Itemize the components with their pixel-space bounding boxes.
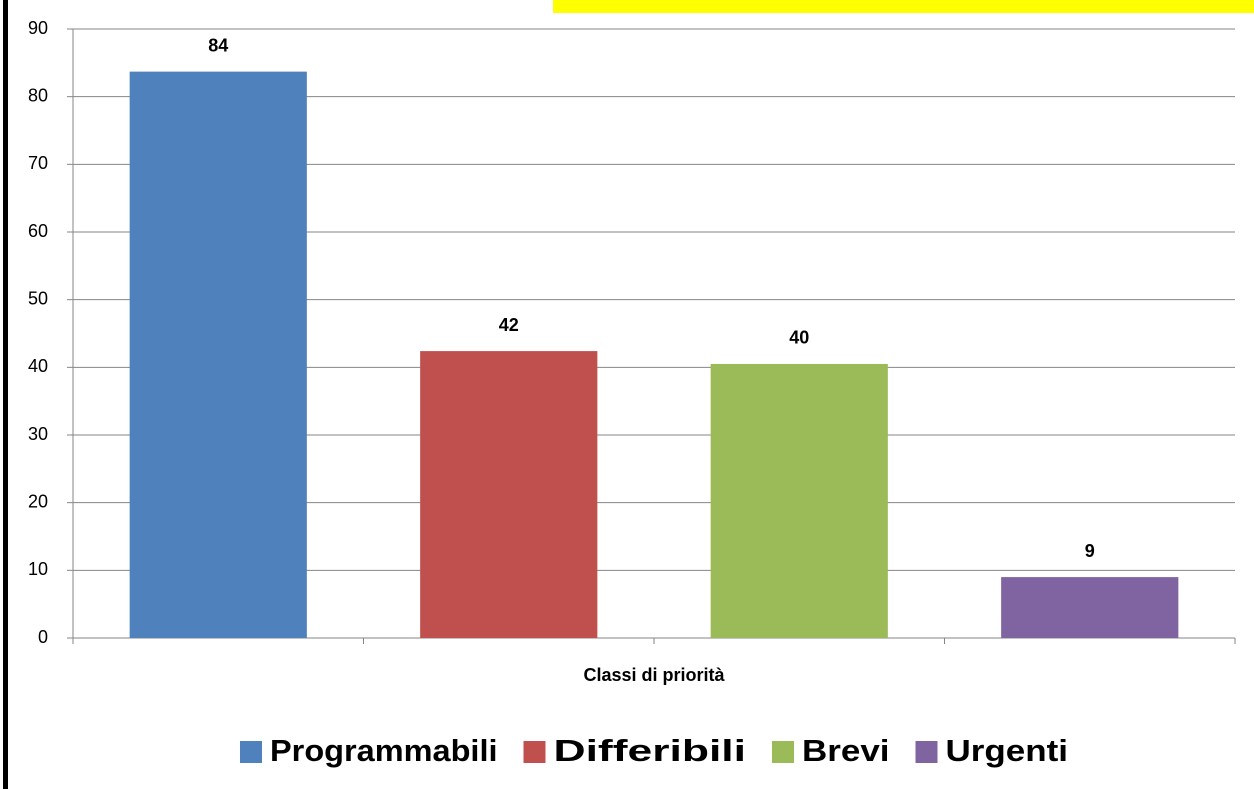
legend-label: Brevi	[802, 733, 890, 768]
value-label: 84	[208, 35, 228, 55]
y-tick-label: 90	[28, 18, 48, 38]
y-tick-label: 30	[28, 424, 48, 444]
bar	[129, 71, 307, 638]
y-tick-label: 40	[28, 356, 48, 376]
legend-swatch	[523, 741, 546, 763]
y-tick-label: 60	[28, 221, 48, 241]
y-tick-label: 80	[28, 85, 48, 105]
legend-label: Programmabili	[270, 733, 498, 768]
bar	[420, 351, 598, 638]
title-box	[553, 0, 1254, 13]
value-label: 42	[499, 315, 519, 335]
legend-label: Urgenti	[946, 733, 1069, 768]
legend-label: Differibili	[554, 733, 747, 768]
legend-swatch	[915, 741, 938, 763]
bar	[710, 363, 888, 638]
left-border	[3, 0, 8, 789]
value-label: 9	[1085, 541, 1095, 561]
legend-swatch	[240, 741, 262, 763]
value-label: 40	[789, 328, 809, 348]
y-tick-label: 20	[28, 491, 48, 511]
y-tick-label: 70	[28, 153, 48, 173]
y-tick-label: 10	[28, 559, 48, 579]
legend-swatch	[772, 741, 794, 763]
y-tick-label: 0	[38, 627, 48, 647]
y-tick-label: 50	[28, 288, 48, 308]
bar	[1001, 577, 1179, 638]
x-axis-title: Classi di priorità	[583, 665, 725, 685]
